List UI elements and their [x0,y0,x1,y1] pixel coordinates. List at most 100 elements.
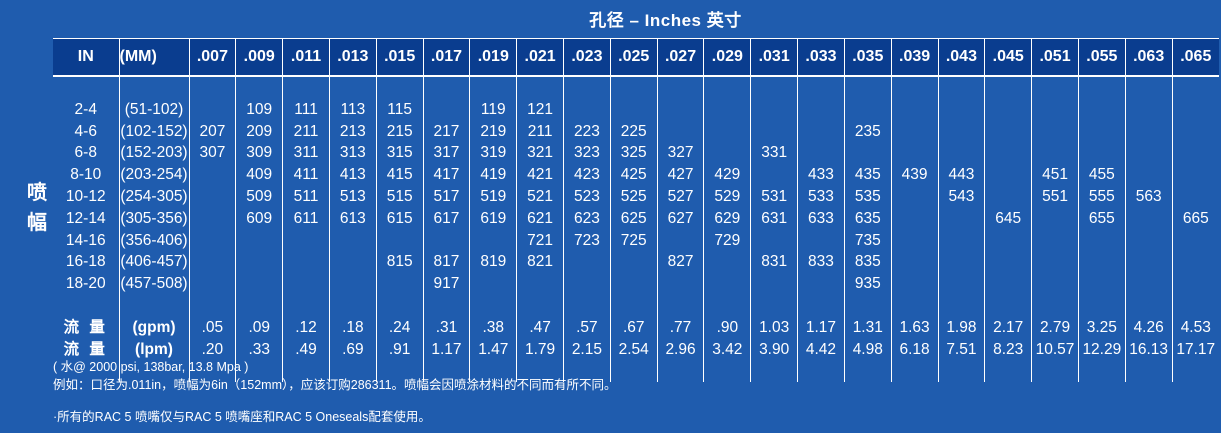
part-number-cell [750,120,798,143]
part-number-cell [1171,142,1219,165]
part-number-cell: 211 [516,120,564,143]
part-number-cell: 317 [422,142,470,165]
part-number-cell: 115 [375,98,424,121]
part-number-cell: 325 [609,142,658,165]
fan-width-in: 6-8 [74,144,97,162]
flow-value-cell: 10.57 [1031,338,1079,361]
part-number-cell: 551 [1031,185,1079,208]
part-number-cell: 723 [563,229,611,252]
part-number-cell [937,120,985,143]
part-number-cell [890,120,938,143]
spacer-cell [1077,76,1126,99]
spacer-cell [188,294,236,317]
fan-width-mm: (305-356) [118,207,189,230]
fan-width-in: 14-16 [65,231,106,249]
spacer-cell [516,76,564,99]
orifice-header: .017 [422,38,470,77]
part-number-cell: 417 [422,164,470,186]
part-number-cell [516,273,564,295]
part-number-cell: 831 [750,251,798,274]
part-number-cell: 563 [1124,185,1173,208]
spacer-cell [422,360,470,383]
part-number-cell: 423 [563,164,611,186]
part-number-cell: 725 [609,229,658,252]
flow-value-cell: .67 [609,316,658,339]
part-number-cell: 209 [235,120,283,143]
mm-header: (MM) [118,38,189,77]
part-number-cell: 735 [843,229,892,252]
flow-value-cell: 1.47 [469,338,517,361]
part-number-cell [422,98,470,121]
spacer-cell [563,294,611,317]
spacer-cell [703,294,751,317]
part-number-cell: 835 [843,251,892,274]
orifice-header: .023 [563,38,611,77]
part-number-cell: 627 [656,207,704,230]
fan-width-row: 4-6 (102-152) 207 209 211 213 215 217 219 211 223 2… [53,120,1219,143]
spacer-row [53,294,1219,317]
flow-value-cell: 2.79 [1031,316,1079,339]
part-number-cell: 535 [843,185,892,208]
spacer-cell [843,76,892,99]
fan-width-mm: (152-203) [118,142,189,165]
part-number-cell [328,229,377,252]
fan-width-row: 16-18 (406-457) 815 817 819 821 827 831 833 835 [53,251,1219,274]
part-number-cell [1171,98,1219,121]
part-number-cell [1077,251,1126,274]
flow-value-cell: .47 [516,316,564,339]
part-number-cell [328,273,377,295]
orifice-header: .025 [609,38,658,77]
part-number-cell: 319 [469,142,517,165]
part-number-cell: 119 [469,98,517,121]
part-number-cell: 323 [563,142,611,165]
flow-value-cell: 4.53 [1171,316,1219,339]
part-number-cell: 623 [563,207,611,230]
part-number-cell: 609 [235,207,283,230]
part-number-cell: 633 [797,207,845,230]
part-number-cell [1031,142,1079,165]
spacer-cell [1031,294,1079,317]
spacer-cell [937,294,985,317]
part-number-cell [1031,207,1079,230]
part-number-cell: 665 [1171,207,1219,230]
spacer-cell [1031,360,1079,383]
part-number-cell [703,120,751,143]
part-number-cell [890,142,938,165]
part-number-cell [1077,98,1126,121]
part-number-cell [890,229,938,252]
part-number-cell [703,273,751,295]
spacer-cell [750,76,798,99]
part-number-cell [188,207,236,230]
header-row: IN (MM) .007.009.011.013.015.017.019.021… [53,38,1219,77]
spacer-cell [703,76,751,99]
part-number-cell [1124,207,1173,230]
fan-width-mm: (356-406) [118,229,189,252]
part-number-cell [563,98,611,121]
part-number-cell: 419 [469,164,517,186]
part-number-cell [1171,229,1219,252]
part-number-cell: 543 [937,185,985,208]
part-number-cell [984,142,1032,165]
part-number-cell: 455 [1077,164,1126,186]
spacer-cell [516,360,564,383]
part-number-cell: 629 [703,207,751,230]
spacer-cell [375,294,424,317]
part-number-cell [1124,142,1173,165]
spacer-cell [118,294,189,317]
part-number-cell: 207 [188,120,236,143]
part-number-cell [1077,142,1126,165]
flow-value-cell: 7.51 [937,338,985,361]
part-number-cell: 109 [235,98,283,121]
part-number-cell [1171,185,1219,208]
part-number-cell: 631 [750,207,798,230]
part-number-cell [1077,120,1126,143]
part-number-cell [797,120,845,143]
flow-value-cell: 1.17 [422,338,470,361]
flow-value-cell: 1.98 [937,316,985,339]
flow-value-cell: .12 [282,316,330,339]
fan-width-in: 16-18 [65,253,106,271]
part-number-cell: 555 [1077,185,1126,208]
flow-value-cell: .77 [656,316,704,339]
part-number-cell: 815 [375,251,424,274]
